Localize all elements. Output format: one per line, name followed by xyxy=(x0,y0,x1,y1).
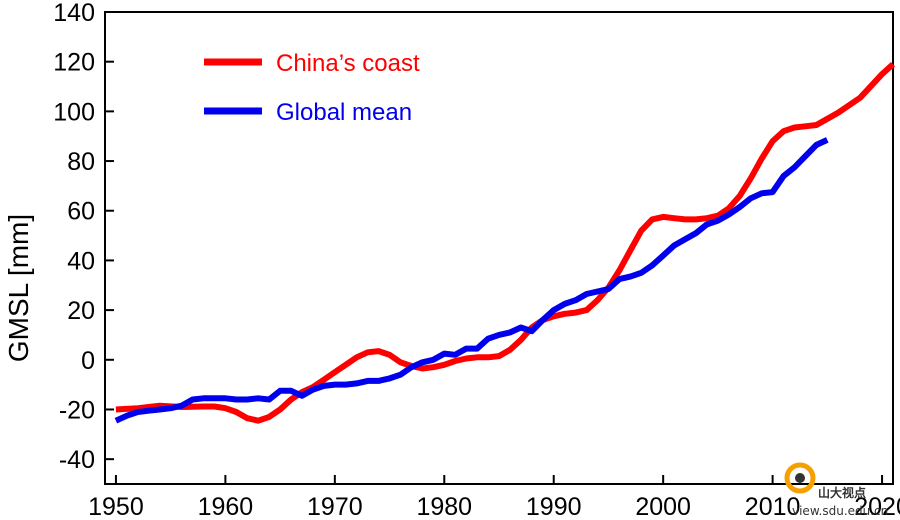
y-tick-label: 0 xyxy=(81,347,95,375)
watermark-logo: 山大视点 view.sdu.edu.cn xyxy=(784,462,888,518)
y-tick-label: 80 xyxy=(67,148,95,176)
series-lines xyxy=(114,61,896,424)
x-tick-label: 1960 xyxy=(198,493,254,520)
watermark-eye-icon xyxy=(784,462,816,494)
x-tick-label: 1980 xyxy=(416,493,472,520)
plot-area xyxy=(104,11,896,485)
y-axis: -40 -20 0 20 40 60 80 100 120 140 xyxy=(53,0,114,474)
x-tick-label: 1990 xyxy=(526,493,582,520)
watermark-eye-pupil xyxy=(795,473,805,483)
legend-label-china-coast: China’s coast xyxy=(276,50,420,77)
legend-label-global-mean: Global mean xyxy=(276,99,412,126)
series-line-global-mean xyxy=(114,137,829,424)
legend: China’s coast Global mean xyxy=(204,50,420,126)
y-tick-label: -20 xyxy=(59,396,95,424)
y-tick-label: 100 xyxy=(53,98,95,126)
x-tick-label: 2010 xyxy=(745,493,801,520)
y-tick-label: 120 xyxy=(53,49,95,77)
y-tick-label: 40 xyxy=(67,247,95,275)
y-tick-label: 20 xyxy=(67,297,95,325)
y-tick-label: 60 xyxy=(67,198,95,226)
y-axis-label: GMSL [mm] xyxy=(3,214,34,362)
x-tick-label: 1950 xyxy=(88,493,144,520)
y-tick-label: 140 xyxy=(53,0,95,27)
watermark-brand-text: 山大视点 xyxy=(818,485,866,500)
plot-frame xyxy=(104,11,894,485)
x-tick-label: 2000 xyxy=(635,493,691,520)
y-tick-label: -40 xyxy=(59,446,95,474)
series-line-china-coast xyxy=(115,61,896,424)
x-tick-label: 2020 xyxy=(854,493,900,520)
x-tick-label: 1970 xyxy=(307,493,363,520)
x-axis: 1950 1960 1970 1980 1990 2000 2010 2020 xyxy=(88,475,900,520)
watermark-url-text: view.sdu.edu.cn xyxy=(792,504,888,518)
